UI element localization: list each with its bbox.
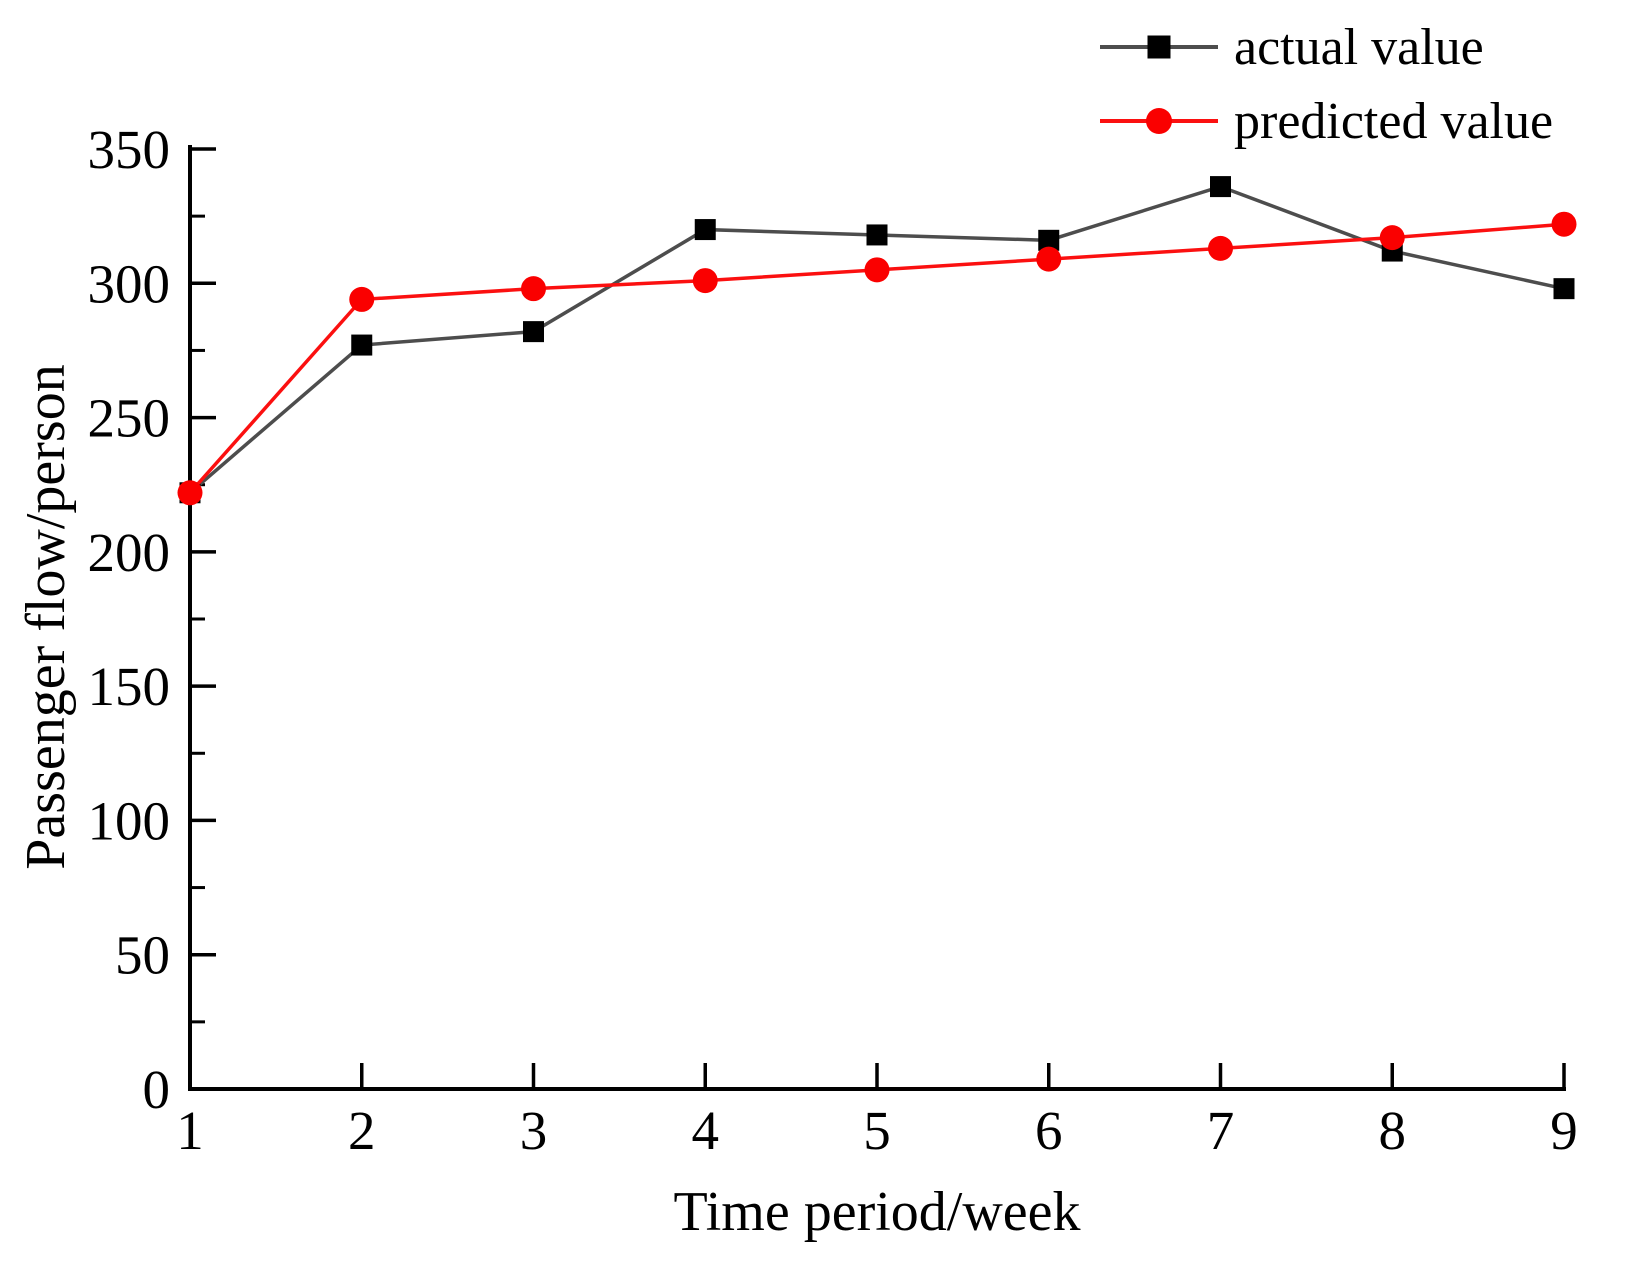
x-axis-title: Time period/week — [673, 1181, 1081, 1243]
x-tick-label: 6 — [1035, 1100, 1063, 1161]
data-point-actual-value — [866, 224, 888, 246]
x-tick-label: 8 — [1379, 1100, 1407, 1161]
data-point-actual-value — [694, 219, 716, 241]
data-point-actual-value — [523, 321, 544, 343]
legend-item-actual-value: actual value — [1100, 10, 1553, 84]
data-point-predicted-value — [1551, 211, 1577, 237]
data-point-predicted-value — [349, 286, 375, 312]
legend-label-predicted-value: predicted value — [1234, 92, 1554, 150]
data-point-actual-value — [1553, 278, 1575, 300]
data-point-actual-value — [1038, 229, 1060, 251]
actual-value-line-marker-icon — [1100, 33, 1218, 61]
y-tick-label: 0 — [143, 1059, 171, 1120]
y-tick-label: 300 — [88, 253, 171, 314]
x-tick-label: 2 — [348, 1100, 376, 1161]
data-point-predicted-value — [521, 276, 546, 302]
x-tick-label: 7 — [1207, 1100, 1235, 1161]
legend: actual value predicted value — [1100, 10, 1553, 158]
y-tick-label: 250 — [88, 388, 171, 449]
y-tick-label: 50 — [115, 925, 170, 986]
predicted-value-line-marker-icon — [1100, 107, 1218, 135]
data-point-predicted-value — [864, 257, 890, 283]
data-point-predicted-value — [1036, 246, 1062, 272]
x-tick-label: 5 — [863, 1100, 891, 1161]
data-point-predicted-value — [177, 480, 203, 506]
y-tick-label: 200 — [88, 522, 171, 583]
y-tick-label: 100 — [88, 790, 171, 851]
data-point-predicted-value — [1208, 235, 1233, 261]
legend-label-actual-value: actual value — [1234, 18, 1484, 76]
x-tick-label: 1 — [176, 1100, 204, 1161]
data-point-actual-value — [1210, 176, 1231, 198]
x-tick-label: 3 — [520, 1100, 548, 1161]
y-axis-title: Passenger flow/person — [15, 364, 77, 870]
data-point-predicted-value — [692, 268, 718, 294]
data-point-predicted-value — [1379, 225, 1405, 251]
data-point-actual-value — [351, 334, 373, 356]
x-tick-label: 9 — [1550, 1100, 1578, 1161]
y-tick-label: 150 — [88, 656, 171, 717]
legend-item-predicted-value: predicted value — [1100, 84, 1553, 158]
x-tick-label: 4 — [692, 1100, 720, 1161]
y-tick-label: 350 — [88, 119, 171, 180]
